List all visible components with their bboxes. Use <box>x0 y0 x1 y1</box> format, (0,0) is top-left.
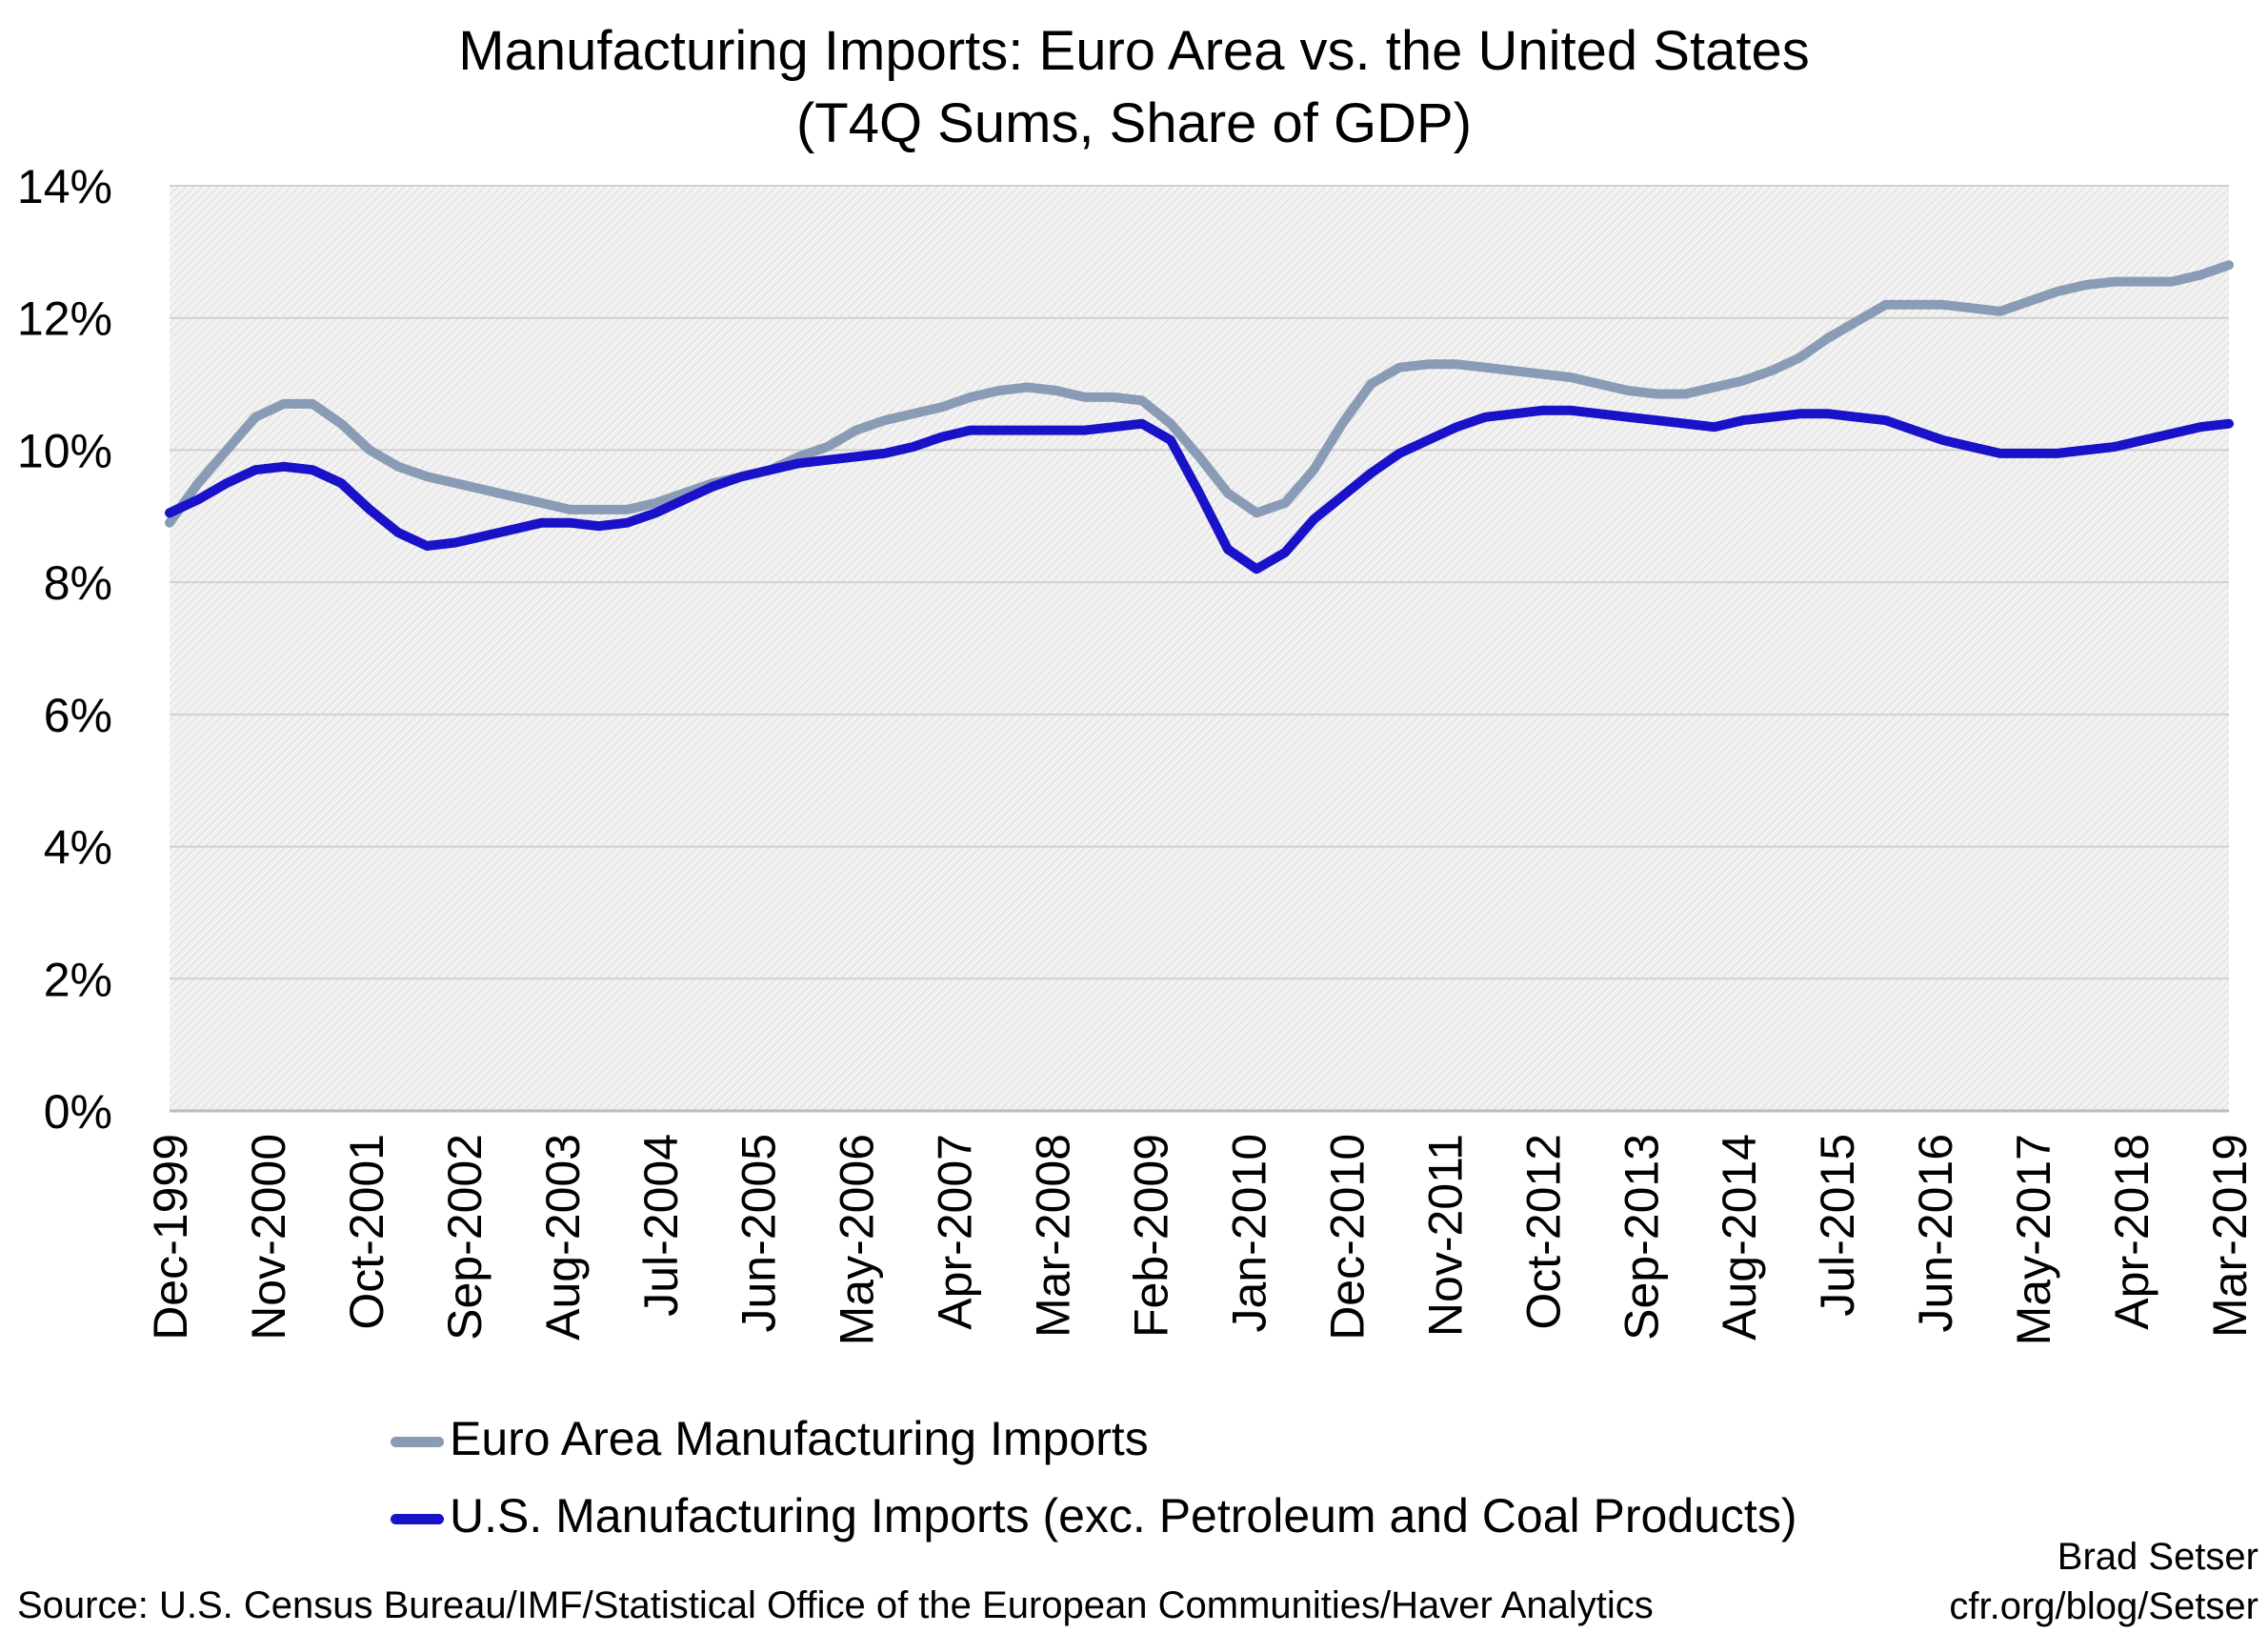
author-name: Brad Setser <box>2057 1536 2258 1578</box>
y-tick-label: 10% <box>17 424 112 477</box>
chart-subtitle: (T4Q Sums, Share of GDP) <box>795 92 1473 154</box>
legend-item-euro-area: Euro Area Manufacturing Imports <box>391 1410 1149 1467</box>
source-note: Source: U.S. Census Bureau/IMF/Statistic… <box>17 1584 1654 1626</box>
legend-swatch-us <box>391 1514 444 1525</box>
y-tick-label: 2% <box>44 953 112 1006</box>
y-tick-label: 4% <box>44 821 112 875</box>
line-chart: 0% 2% 4% 6% 8% 10% 12% 14% Dec-1999 Nov-2000 Oct-… <box>17 160 2257 1345</box>
legend-swatch-euro-area <box>391 1437 444 1448</box>
x-tick-label: Feb-2009 <box>1125 1134 1178 1338</box>
x-tick-label: Aug-2014 <box>1713 1134 1766 1341</box>
x-tick-label: May-2006 <box>831 1134 884 1345</box>
x-tick-label: Nov-2000 <box>242 1134 295 1341</box>
author-site: cfr.org/blog/Setser <box>1949 1585 2258 1627</box>
x-tick-label: Jul-2015 <box>1811 1134 1864 1317</box>
plot-area <box>170 186 2229 1111</box>
series-line-euro-area <box>165 260 2234 528</box>
x-tick-label: Jul-2004 <box>634 1134 688 1317</box>
legend-item-us: U.S. Manufacturing Imports (exc. Petrole… <box>391 1487 1796 1544</box>
x-tick-label: Aug-2003 <box>536 1134 590 1341</box>
y-tick-label: 14% <box>17 160 112 213</box>
x-tick-label: Apr-2007 <box>929 1134 982 1330</box>
x-tick-label: Nov-2011 <box>1418 1134 1472 1337</box>
x-tick-label: Oct-2001 <box>340 1134 393 1330</box>
x-tick-label: Oct-2012 <box>1516 1134 1570 1330</box>
x-tick-label: Mar-2019 <box>2203 1134 2257 1338</box>
chart-title: Manufacturing Imports: Euro Area vs. the… <box>458 20 1810 82</box>
y-tick-label: 0% <box>44 1085 112 1139</box>
series-line-us <box>165 405 2234 575</box>
x-tick-label: Mar-2008 <box>1027 1134 1080 1338</box>
x-tick-label: Jan-2010 <box>1222 1134 1275 1333</box>
y-tick-label: 12% <box>17 292 112 346</box>
legend-label-euro-area: Euro Area Manufacturing Imports <box>450 1412 1149 1465</box>
x-tick-label: Jun-2016 <box>1909 1134 1962 1333</box>
x-tick-label: Apr-2018 <box>2105 1134 2158 1330</box>
x-tick-label: Sep-2013 <box>1615 1134 1668 1341</box>
x-tick-label: Dec-1999 <box>144 1134 197 1341</box>
x-tick-label: Jun-2005 <box>733 1134 786 1333</box>
x-tick-label: Dec-2010 <box>1320 1134 1374 1341</box>
y-tick-label: 6% <box>44 689 112 742</box>
x-tick-label: Sep-2002 <box>438 1134 492 1341</box>
y-tick-label: 8% <box>44 556 112 610</box>
x-tick-label: May-2017 <box>2007 1134 2060 1345</box>
legend-label-us: U.S. Manufacturing Imports (exc. Petrole… <box>450 1489 1797 1542</box>
